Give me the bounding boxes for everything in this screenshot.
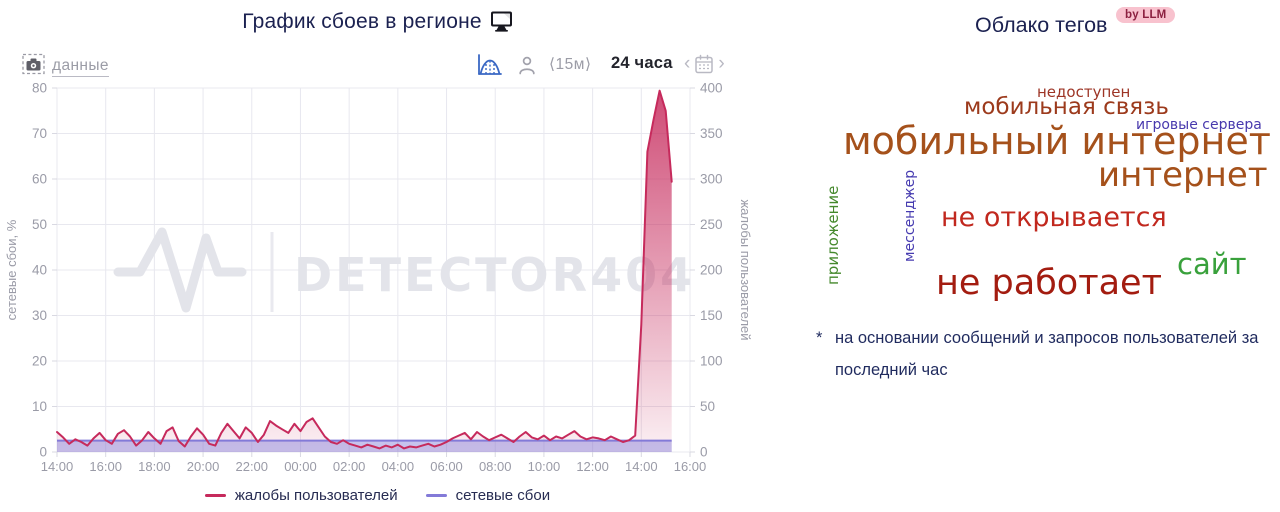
svg-text:60: 60	[32, 172, 47, 187]
watermark: DETECTOR404	[113, 227, 695, 313]
svg-text:0: 0	[39, 445, 47, 460]
legend-label-network: сетевые сбои	[455, 487, 551, 504]
legend-swatch-network	[425, 493, 447, 498]
svg-text:40: 40	[32, 263, 47, 278]
chart-title: График сбоев в регионе	[0, 10, 755, 34]
svg-text:18:00: 18:00	[138, 459, 171, 474]
svg-text:20:00: 20:00	[187, 459, 220, 474]
svg-text:22:00: 22:00	[235, 459, 268, 474]
footnote: * на основании сообщений и запросов поль…	[816, 322, 1268, 386]
svg-text:100: 100	[700, 354, 723, 369]
tag-cloud-word: сайт	[1177, 247, 1247, 281]
watermark-text: DETECTOR404	[294, 248, 695, 302]
chart-title-text: График сбоев в регионе	[242, 10, 482, 33]
svg-text:16:00: 16:00	[674, 459, 707, 474]
tag-cloud-word: игровые сервера	[1136, 117, 1262, 133]
svg-text:02:00: 02:00	[333, 459, 366, 474]
svg-text:08:00: 08:00	[479, 459, 512, 474]
chart-grid	[56, 87, 691, 453]
svg-text:14:00: 14:00	[41, 459, 74, 474]
range-24h-button[interactable]: 24 часа	[611, 54, 673, 72]
svg-text:50: 50	[32, 217, 47, 232]
outage-chart-panel: График сбоев в регионе данные	[0, 10, 755, 504]
svg-text:20: 20	[32, 354, 47, 369]
chart-axes: 0 0 10 50 20 100 30 150 40 200 50 250 60 300 70 350 80 40…	[32, 81, 723, 475]
svg-text:10:00: 10:00	[528, 459, 561, 474]
data-link[interactable]: данные	[52, 57, 109, 77]
svg-text:00:00: 00:00	[284, 459, 317, 474]
screenshot-button[interactable]	[22, 53, 46, 76]
svg-text:250: 250	[700, 217, 723, 232]
svg-text:14:00: 14:00	[625, 459, 658, 474]
tag-cloud-word: мобильный интернет	[843, 119, 1271, 163]
tag-cloud-word: не работает	[936, 263, 1162, 303]
monitor-icon	[490, 11, 512, 32]
svg-text:150: 150	[700, 308, 723, 323]
histogram-icon	[478, 54, 502, 75]
svg-text:06:00: 06:00	[430, 459, 463, 474]
svg-text:0: 0	[700, 445, 708, 460]
chevron-left-icon[interactable]: ‹	[684, 53, 691, 74]
svg-text:350: 350	[700, 126, 723, 141]
legend-item-network[interactable]: сетевые сбои	[425, 487, 551, 504]
pulse-icon	[113, 227, 247, 313]
camera-icon	[22, 53, 45, 75]
chart-series	[56, 89, 673, 452]
tag-cloud-word: интернет	[1098, 155, 1268, 195]
interval-15m-button[interactable]: ⟨15м⟩	[549, 56, 592, 73]
tag-cloud-word: мобильная связь	[964, 94, 1169, 120]
svg-text:10: 10	[32, 399, 47, 414]
y-axis-left-title: сетевые сбои, %	[4, 219, 19, 320]
tag-cloud-panel: Облако тегов by LLM недоступен мобильная …	[755, 0, 1280, 512]
svg-text:80: 80	[32, 81, 47, 96]
user-count-button[interactable]	[517, 55, 537, 77]
legend: жалобы пользователей сетевые сбои	[0, 487, 755, 504]
svg-text:400: 400	[700, 81, 723, 96]
tag-cloud-title: Облако тегов	[975, 13, 1108, 37]
svg-text:12:00: 12:00	[576, 459, 609, 474]
calendar-icon[interactable]	[694, 54, 714, 75]
tag-cloud: недоступен мобильная связь игровые сервера…	[755, 0, 1280, 320]
calendar-nav: ‹ ›	[683, 53, 726, 75]
svg-text:70: 70	[32, 126, 47, 141]
footnote-text: на основании сообщений и запросов пользо…	[835, 329, 1259, 380]
legend-swatch-complaints	[204, 493, 226, 498]
svg-text:200: 200	[700, 263, 723, 278]
legend-item-complaints[interactable]: жалобы пользователей	[204, 487, 398, 504]
distribution-chart-button[interactable]	[476, 52, 504, 78]
outage-chart: DETECTOR404 0 0 10 50 20 100 30 150 40 200 50 250 60…	[4, 81, 753, 475]
svg-text:04:00: 04:00	[382, 459, 415, 474]
y-axis-right-title: жалобы пользователей	[738, 199, 753, 340]
tag-cloud-word: недоступен	[1037, 83, 1131, 101]
legend-label-complaints: жалобы пользователей	[234, 487, 398, 504]
svg-text:30: 30	[32, 308, 47, 323]
svg-text:16:00: 16:00	[89, 459, 122, 474]
tag-cloud-word: мессенджер	[902, 169, 918, 262]
svg-text:300: 300	[700, 172, 723, 187]
tag-cloud-word: не открывается	[941, 202, 1167, 233]
llm-badge: by LLM	[1116, 7, 1176, 23]
footnote-marker: *	[816, 329, 823, 347]
svg-text:50: 50	[700, 399, 715, 414]
chevron-right-icon[interactable]: ›	[718, 53, 725, 74]
tag-cloud-word: приложение	[824, 185, 842, 285]
person-icon	[519, 56, 535, 75]
